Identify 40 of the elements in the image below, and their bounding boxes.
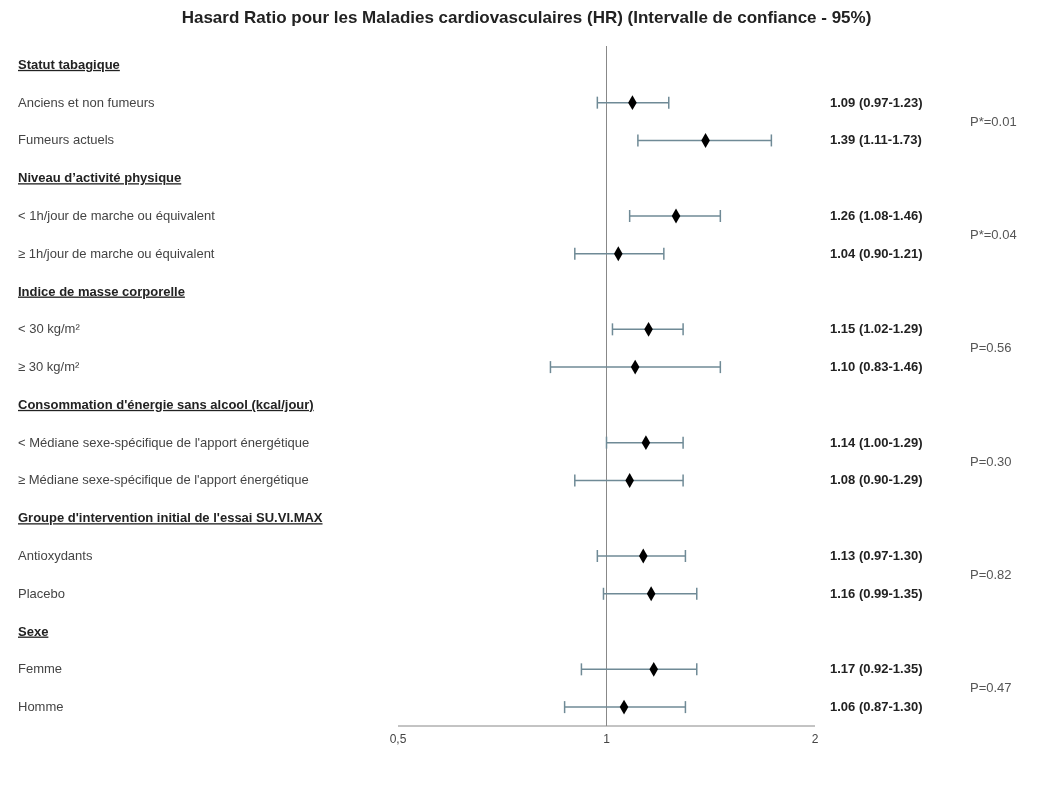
y-tick-label: Anciens et non fumeurs (18, 94, 156, 110)
chart-title: Hasard Ratio pour les Maladies cardiovasculaires (HR) (Intervalle de confiance - 95%) (180, 8, 873, 28)
data-label: 1.17 (0.92-1.35) (830, 661, 923, 677)
x-tick-label: 2 (811, 731, 819, 746)
y-tick-label: Niveau d’activité physique (18, 170, 182, 186)
data-label: 1.39 (1.11-1.73) (830, 132, 922, 148)
y-tick-label: Consommation d'énergie sans alcool (kcal/jour) (18, 396, 314, 412)
text: P*=0.01 (970, 113, 1017, 129)
text: P=0.30 (970, 453, 1012, 469)
y-tick-label: < 30 kg/m² (18, 321, 81, 337)
y-tick-label: < Médiane sexe-spécifique de l'apport énergétique (18, 434, 310, 450)
y-tick-label: ≥ 1h/jour de marche ou équivalent (18, 245, 215, 261)
text: P=0.82 (970, 566, 1012, 582)
y-tick-label: < 1h/jour de marche ou équivalent (18, 208, 216, 223)
data-label: 1.16 (0.99-1.35) (830, 585, 923, 601)
x-tick-label: 0,5 (389, 731, 407, 746)
y-tick-label: Placebo (18, 585, 65, 601)
y-tick-label: Sexe (18, 623, 49, 639)
y-tick-label: Antioxydants (18, 548, 93, 563)
data-label: 1.10 (0.83-1.46) (830, 359, 923, 375)
y-tick-label: Statut tabagique (18, 56, 120, 72)
y-tick-label: Indice de masse corporelle (18, 283, 185, 299)
text: P=0.56 (970, 340, 1012, 356)
data-label: 1.13 (0.97-1.30) (830, 548, 923, 563)
y-tick-label: Femme (18, 661, 63, 677)
y-tick-label: Groupe d'intervention initial de l'essai SU.VI.MAX (18, 510, 323, 526)
data-label: 1.26 (1.08-1.46) (830, 208, 923, 223)
data-label: 1.15 (1.02-1.29) (830, 321, 923, 337)
text: P=0.47 (970, 680, 1012, 696)
x-tick-label: 1 (603, 731, 611, 746)
data-label: 1.14 (1.00-1.29) (830, 434, 923, 450)
y-tick-label: Homme (18, 699, 64, 715)
text: P*=0.04 (970, 226, 1017, 242)
data-label: 1.08 (0.90-1.29) (830, 472, 923, 488)
y-tick-label: ≥ Médiane sexe-spécifique de l'apport énergétique (18, 472, 309, 488)
y-tick-label: ≥ 30 kg/m² (18, 359, 80, 375)
y-tick-label: Fumeurs actuels (18, 132, 115, 148)
data-label: 1.09 (0.97-1.23) (830, 94, 923, 110)
data-label: 1.06 (0.87-1.30) (830, 699, 923, 715)
data-label: 1.04 (0.90-1.21) (830, 245, 923, 261)
